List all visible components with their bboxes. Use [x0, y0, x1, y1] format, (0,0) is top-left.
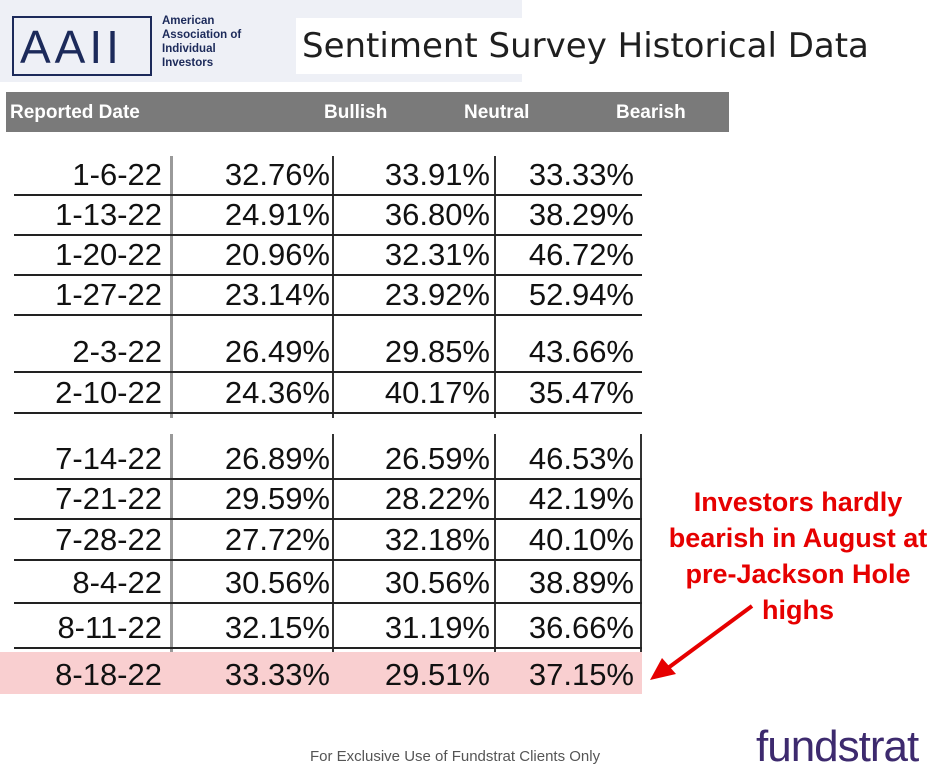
callout-line: pre-Jackson Hole highs	[685, 559, 911, 625]
cell-date: 8-18-22	[55, 657, 162, 692]
cell-bullish: 27.72%	[224, 522, 330, 557]
cell-date: 2-3-22	[72, 334, 162, 369]
cell-bearish: 43.66%	[528, 334, 634, 369]
cell-neutral: 36.80%	[384, 197, 490, 232]
table-row: 7-28-22 27.72% 32.18% 40.10%	[14, 521, 642, 561]
cell-bearish: 38.89%	[528, 565, 634, 600]
column-divider	[332, 434, 334, 690]
table-row: 7-14-22 26.89% 26.59% 46.53%	[14, 440, 642, 480]
cell-neutral: 32.18%	[384, 522, 490, 557]
cell-bearish: 36.66%	[528, 610, 634, 645]
column-divider	[494, 156, 496, 418]
cell-bullish: 29.59%	[224, 481, 330, 516]
org-name-line: Individual	[162, 43, 216, 55]
cell-bearish: 46.53%	[528, 441, 634, 476]
footer-disclaimer: For Exclusive Use of Fundstrat Clients O…	[310, 748, 601, 765]
cell-bullish: 24.36%	[224, 375, 330, 410]
table-row: 2-3-22 26.49% 29.85% 43.66%	[14, 333, 642, 373]
cell-bullish: 30.56%	[224, 565, 330, 600]
cell-neutral: 23.92%	[384, 277, 490, 312]
cell-bullish: 24.91%	[224, 197, 330, 232]
cell-neutral: 40.17%	[384, 375, 490, 410]
cell-date: 7-21-22	[55, 481, 162, 516]
cell-bearish: 37.15%	[528, 657, 634, 692]
table-row: 1-27-22 23.14% 23.92% 52.94%	[14, 276, 642, 316]
page-title: Sentiment Survey Historical Data	[302, 26, 869, 66]
aaii-logo-mark: AAII	[12, 16, 152, 76]
table-row: 8-4-22 30.56% 30.56% 38.89%	[14, 564, 642, 604]
cell-bearish: 35.47%	[528, 375, 634, 410]
header-neutral: Neutral	[464, 102, 530, 123]
title-panel: Sentiment Survey Historical Data	[296, 18, 918, 74]
cell-bearish: 42.19%	[528, 481, 634, 516]
cell-bullish: 33.33%	[224, 657, 330, 692]
fundstrat-logo: fundstrat	[756, 722, 919, 771]
cell-bearish: 33.33%	[528, 157, 634, 192]
cell-bullish: 26.49%	[224, 334, 330, 369]
aaii-logo-letters: AAII	[20, 21, 123, 73]
table-row: 1-6-22 32.76% 33.91% 33.33%	[14, 156, 642, 196]
cell-bullish: 32.76%	[224, 157, 330, 192]
column-divider	[494, 434, 496, 690]
cell-bearish: 40.10%	[528, 522, 634, 557]
column-divider	[170, 156, 173, 418]
cell-bullish: 23.14%	[224, 277, 330, 312]
org-name-line: Association of	[162, 29, 242, 41]
org-name-line: American	[162, 15, 215, 27]
column-divider	[170, 434, 173, 690]
column-divider	[332, 156, 334, 418]
cell-bearish: 38.29%	[528, 197, 634, 232]
cell-neutral: 31.19%	[384, 610, 490, 645]
cell-date: 2-10-22	[55, 375, 162, 410]
cell-bullish: 26.89%	[224, 441, 330, 476]
cell-date: 7-14-22	[55, 441, 162, 476]
header-bullish: Bullish	[324, 102, 388, 123]
cell-bullish: 32.15%	[224, 610, 330, 645]
aaii-org-name: American Association of Individual Inves…	[162, 14, 272, 70]
cell-date: 1-20-22	[55, 237, 162, 272]
cell-bullish: 20.96%	[224, 237, 330, 272]
header-bearish: Bearish	[616, 102, 686, 123]
cell-date: 7-28-22	[55, 522, 162, 557]
table-row: 1-20-22 20.96% 32.31% 46.72%	[14, 236, 642, 276]
highlighted-table-row: 8-18-22 33.33% 29.51% 37.15%	[0, 652, 642, 694]
cell-date: 8-4-22	[72, 565, 162, 600]
cell-date: 1-6-22	[72, 157, 162, 192]
callout-annotation: Investors hardly bearish in August at pr…	[648, 484, 947, 628]
cell-date: 1-13-22	[55, 197, 162, 232]
callout-line: bearish in August at	[668, 523, 928, 553]
table-header-bar: Reported Date Bullish Neutral Bearish	[6, 92, 729, 132]
column-divider	[640, 434, 642, 690]
cell-bearish: 52.94%	[528, 277, 634, 312]
cell-neutral: 32.31%	[384, 237, 490, 272]
org-name-line: Investors	[162, 57, 214, 69]
cell-neutral: 29.85%	[384, 334, 490, 369]
cell-bearish: 46.72%	[528, 237, 634, 272]
cell-date: 8-11-22	[57, 610, 162, 645]
cell-neutral: 29.51%	[384, 657, 490, 692]
callout-line: Investors hardly	[693, 487, 903, 517]
cell-neutral: 26.59%	[384, 441, 490, 476]
table-row: 2-10-22 24.36% 40.17% 35.47%	[14, 374, 642, 414]
cell-neutral: 30.56%	[384, 565, 490, 600]
cell-neutral: 33.91%	[384, 157, 490, 192]
header-reported-date: Reported Date	[10, 102, 140, 123]
cell-date: 1-27-22	[55, 277, 162, 312]
table-row: 1-13-22 24.91% 36.80% 38.29%	[14, 196, 642, 236]
table-row: 8-11-22 32.15% 31.19% 36.66%	[14, 609, 642, 649]
cell-neutral: 28.22%	[384, 481, 490, 516]
table-row: 7-21-22 29.59% 28.22% 42.19%	[14, 480, 642, 520]
callout-arrow-icon	[650, 604, 754, 680]
